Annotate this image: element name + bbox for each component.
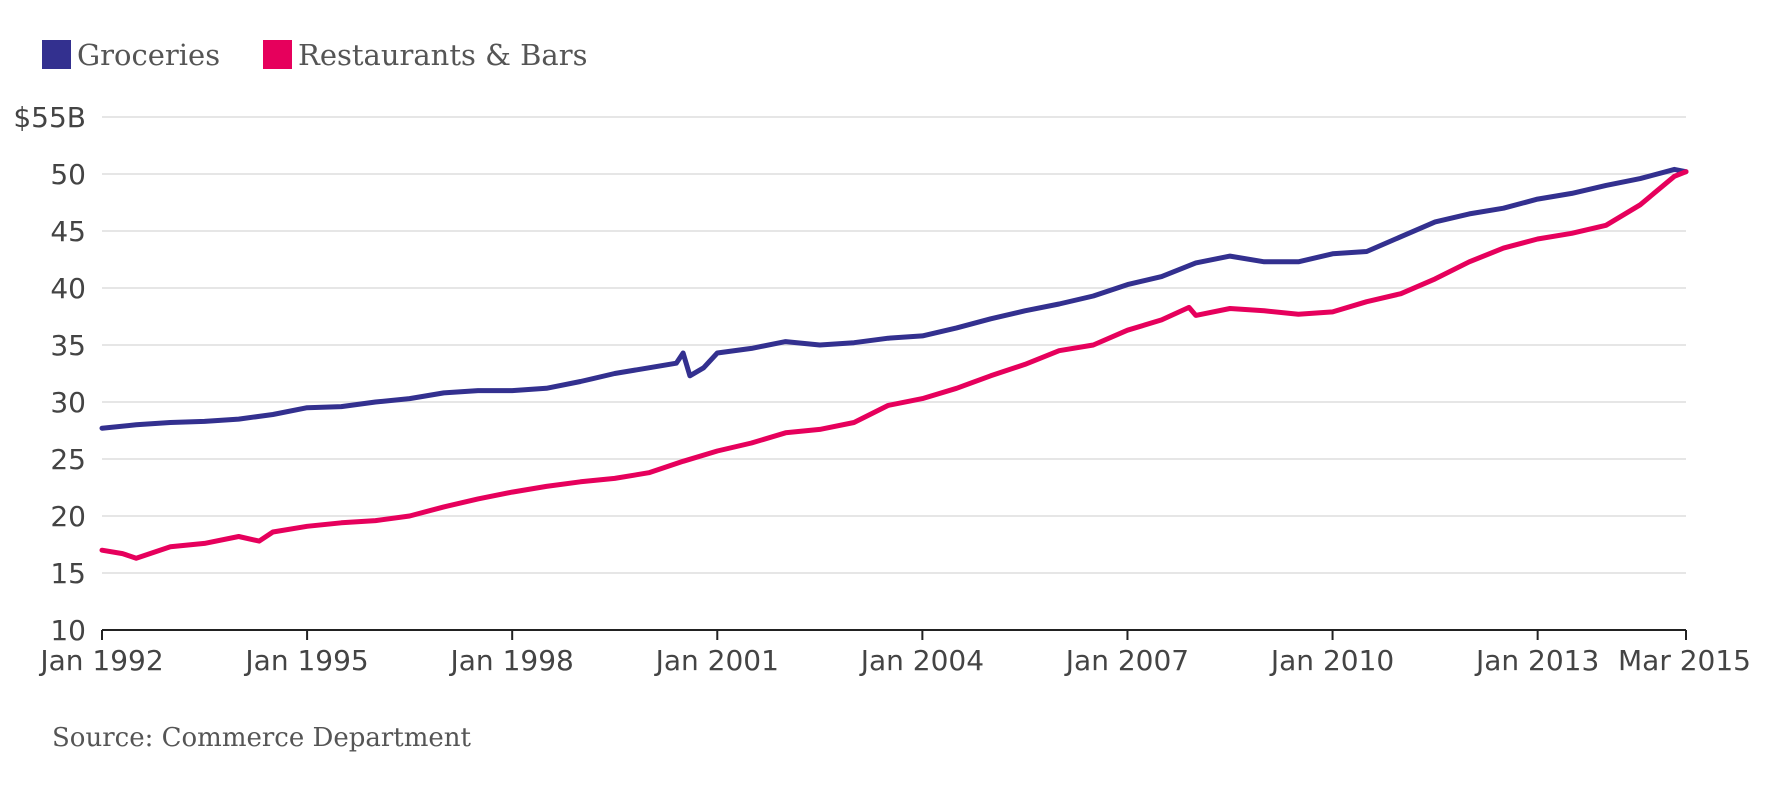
- x-tick-label: Jan 2013: [1474, 644, 1599, 677]
- legend: Groceries Restaurants & Bars: [42, 38, 587, 72]
- y-tick-label-20: 20: [50, 500, 86, 533]
- x-tick-label: Jan 1995: [243, 644, 368, 677]
- legend-swatch-restaurants-bars: [263, 40, 292, 69]
- x-tick-label: Jan 1992: [38, 644, 163, 677]
- x-tick-label: Jan 2007: [1064, 644, 1189, 677]
- legend-label-groceries: Groceries: [77, 38, 220, 72]
- y-axis-ticks: $55B 50 45 40 35 30 25 20 15 10: [13, 101, 86, 647]
- y-tick-label-25: 25: [50, 443, 86, 476]
- y-tick-label-45: 45: [50, 215, 86, 248]
- source-note: Source: Commerce Department: [52, 723, 472, 753]
- y-tick-label-35: 35: [50, 329, 86, 362]
- y-tick-label-55: $55B: [13, 101, 86, 134]
- series-line-groceries: [99, 166, 1689, 431]
- series-line-restaurants-bars: [99, 169, 1689, 561]
- series-lines: [99, 166, 1689, 561]
- y-tick-label-30: 30: [50, 386, 86, 419]
- x-tick-label: Jan 1998: [449, 644, 574, 677]
- y-tick-label-10: 10: [50, 614, 86, 647]
- y-tick-label-50: 50: [50, 158, 86, 191]
- x-tick-label: Jan 2010: [1269, 644, 1394, 677]
- x-axis: Jan 1992 Jan 1995 Jan 1998 Jan 2001 Jan 2004…: [38, 629, 1751, 677]
- x-tick-label: Jan 2004: [859, 644, 984, 677]
- legend-swatch-groceries: [42, 40, 71, 69]
- gridlines: [102, 116, 1686, 574]
- y-tick-label-15: 15: [50, 557, 86, 590]
- x-tick-label: Mar 2015: [1618, 644, 1751, 677]
- legend-label-restaurants-bars: Restaurants & Bars: [298, 38, 587, 72]
- y-tick-label-40: 40: [50, 272, 86, 305]
- x-tick-label: Jan 2001: [654, 644, 779, 677]
